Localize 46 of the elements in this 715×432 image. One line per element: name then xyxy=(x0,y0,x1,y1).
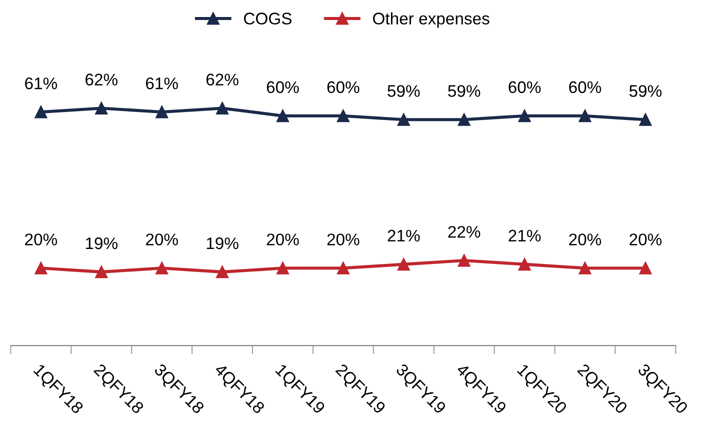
data-label: 20% xyxy=(630,234,662,246)
data-label: 19% xyxy=(206,237,238,250)
data-label: 20% xyxy=(266,234,299,246)
point xyxy=(578,110,592,122)
point xyxy=(216,266,229,278)
point xyxy=(458,113,470,126)
data-label: 20% xyxy=(146,234,178,246)
point xyxy=(518,110,531,122)
data-label: 60% xyxy=(508,81,541,94)
data-label: 61% xyxy=(146,77,178,90)
point xyxy=(639,113,652,126)
point xyxy=(518,258,531,271)
data-label: 20% xyxy=(25,234,58,246)
point xyxy=(216,102,229,114)
point xyxy=(95,266,108,278)
legend-label: COGS xyxy=(244,12,292,24)
data-label: 60% xyxy=(266,81,299,94)
point xyxy=(458,254,470,267)
legend-label: Other expenses xyxy=(373,12,490,28)
data-label: 61% xyxy=(25,77,58,90)
data-label: 21% xyxy=(508,230,541,242)
data-label: 59% xyxy=(448,85,480,97)
data-label: 62% xyxy=(206,74,238,86)
data-label: 19% xyxy=(86,237,118,250)
data-label: 20% xyxy=(327,234,360,246)
point xyxy=(336,262,350,274)
point xyxy=(156,262,168,274)
point xyxy=(95,102,108,114)
data-label: 60% xyxy=(569,81,602,94)
point xyxy=(336,110,350,122)
point xyxy=(276,110,289,122)
data-label: 60% xyxy=(327,81,360,94)
point xyxy=(156,106,168,118)
data-label: 59% xyxy=(629,85,662,97)
point xyxy=(34,262,48,274)
data-label: 21% xyxy=(388,230,420,242)
point xyxy=(639,262,652,274)
data-label: 62% xyxy=(86,74,118,86)
point xyxy=(276,262,289,274)
data-label: 59% xyxy=(388,85,420,97)
point xyxy=(397,258,410,271)
point xyxy=(578,262,592,274)
data-label: 20% xyxy=(569,234,602,246)
point xyxy=(397,113,410,126)
data-label: 22% xyxy=(448,226,480,238)
point xyxy=(34,106,48,118)
